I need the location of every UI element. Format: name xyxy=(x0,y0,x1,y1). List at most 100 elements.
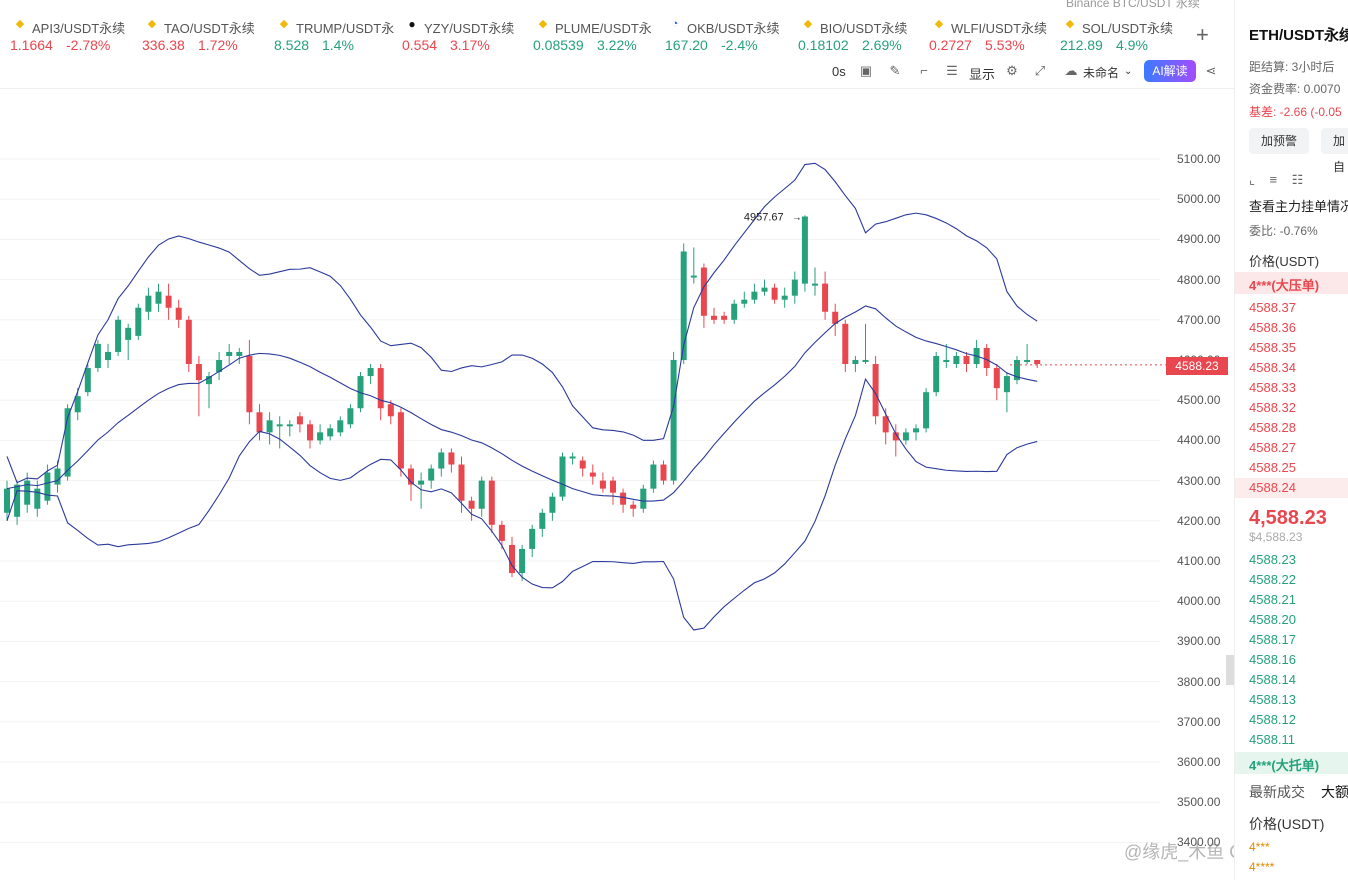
crop-icon[interactable]: ⌐ xyxy=(920,63,928,78)
candle-body[interactable] xyxy=(781,295,788,300)
candle-body[interactable] xyxy=(246,355,253,413)
pencil-icon[interactable]: ✎ xyxy=(889,63,901,78)
candle-body[interactable] xyxy=(509,544,515,574)
candle-body[interactable] xyxy=(175,307,182,320)
candle-body[interactable] xyxy=(125,327,132,340)
candle-body[interactable] xyxy=(650,464,657,489)
candle-body[interactable] xyxy=(377,368,384,409)
chevron-down-icon[interactable]: ⌄ xyxy=(1124,66,1133,77)
bid-price[interactable]: 4588.17 xyxy=(1249,632,1296,647)
candle-body[interactable] xyxy=(529,528,536,549)
candle-body[interactable] xyxy=(902,432,909,441)
candle-body[interactable] xyxy=(761,287,768,292)
candle-body[interactable] xyxy=(620,492,627,505)
candle-body[interactable] xyxy=(862,360,869,362)
candle-body[interactable] xyxy=(751,291,758,300)
candle-body[interactable] xyxy=(418,480,425,485)
candle-body[interactable] xyxy=(216,360,223,373)
ask-price[interactable]: 4588.24 xyxy=(1249,480,1296,495)
candle-body[interactable] xyxy=(236,351,243,356)
tab-latest-trades[interactable]: 最新成交 xyxy=(1249,784,1305,800)
candle-body[interactable] xyxy=(933,355,940,393)
bid-price[interactable]: 4588.11 xyxy=(1249,732,1296,747)
ticker-item[interactable]: ● YZY/USDT永续 0.554 3.17% xyxy=(402,0,530,56)
candle-body[interactable] xyxy=(771,287,778,300)
candle-body[interactable] xyxy=(953,355,960,365)
candle-body[interactable] xyxy=(266,420,273,433)
candle-body[interactable] xyxy=(105,351,111,360)
candle-body[interactable] xyxy=(74,396,81,413)
bid-price[interactable]: 4588.22 xyxy=(1249,572,1296,587)
candle-body[interactable] xyxy=(1014,360,1020,381)
big-orders-link[interactable]: 查看主力挂单情况 xyxy=(1249,199,1348,214)
price-chart[interactable]: 4957.67 → xyxy=(0,120,1234,880)
ask-price[interactable]: 4588.25 xyxy=(1249,460,1296,475)
candle-body[interactable] xyxy=(882,416,889,433)
candle-body[interactable] xyxy=(569,456,576,459)
candle-body[interactable] xyxy=(165,295,172,308)
candle-body[interactable] xyxy=(852,360,859,365)
candle-body[interactable] xyxy=(488,480,495,525)
candle-body[interactable] xyxy=(4,488,10,513)
candle-body[interactable] xyxy=(741,299,748,304)
ask-price[interactable]: 4588.33 xyxy=(1249,380,1296,395)
collapse-handle[interactable] xyxy=(1226,655,1234,685)
ticker-item[interactable]: ◆ PLUME/USDT永 0.08539 3.22% xyxy=(533,0,661,56)
candle-body[interactable] xyxy=(397,412,404,469)
tab-big-trades[interactable]: 大额 xyxy=(1321,784,1348,800)
candle-body[interactable] xyxy=(519,548,526,574)
candle-body[interactable] xyxy=(438,452,445,469)
candle-body[interactable] xyxy=(64,408,71,477)
ask-price[interactable]: 4588.34 xyxy=(1249,360,1296,375)
favorite-button[interactable]: 加自 xyxy=(1321,128,1348,174)
candle-body[interactable] xyxy=(276,424,283,427)
candle-body[interactable] xyxy=(115,319,122,352)
candle-body[interactable] xyxy=(579,460,586,469)
ask-price[interactable]: 4588.32 xyxy=(1249,400,1296,415)
candle-body[interactable] xyxy=(387,404,394,417)
add-ticker-button[interactable]: + xyxy=(1196,22,1209,47)
fullscreen-icon[interactable]: ⤢ xyxy=(1034,63,1046,78)
candle-body[interactable] xyxy=(913,428,919,433)
candle-body[interactable] xyxy=(357,376,364,409)
ai-button[interactable]: AI解读 xyxy=(1144,60,1196,82)
candle-body[interactable] xyxy=(832,311,839,324)
candle-body[interactable] xyxy=(34,488,41,509)
display-button[interactable]: 显示 xyxy=(969,67,996,82)
candle-body[interactable] xyxy=(660,464,667,481)
list-icon[interactable]: ☰ xyxy=(946,63,958,78)
candle-body[interactable] xyxy=(963,355,970,365)
candle-body[interactable] xyxy=(135,307,142,336)
candle-body[interactable] xyxy=(14,484,21,517)
candle-body[interactable] xyxy=(145,295,152,312)
candle-body[interactable] xyxy=(155,291,162,304)
candle-body[interactable] xyxy=(478,480,485,509)
alert-button[interactable]: 加预警 xyxy=(1249,128,1310,154)
bid-price[interactable]: 4588.20 xyxy=(1249,612,1296,627)
ticker-item[interactable]: ◆ TRUMP/USDT永 8.528 1.4% xyxy=(274,0,402,56)
candle-body[interactable] xyxy=(468,500,475,509)
candle-body[interactable] xyxy=(559,456,566,497)
candle-body[interactable] xyxy=(307,424,313,441)
candle-body[interactable] xyxy=(317,432,324,441)
candle-body[interactable] xyxy=(690,275,697,278)
bid-price[interactable]: 4588.13 xyxy=(1249,692,1296,707)
candle-body[interactable] xyxy=(670,360,677,481)
candle-body[interactable] xyxy=(599,480,606,489)
candle-body[interactable] xyxy=(872,364,879,417)
candle-body[interactable] xyxy=(337,420,344,433)
candle-body[interactable] xyxy=(923,392,930,429)
candle-body[interactable] xyxy=(721,315,728,320)
ticker-item[interactable]: ◆ SOL/USDT永续 212.89 4.9% xyxy=(1060,0,1188,56)
candle-body[interactable] xyxy=(822,283,829,312)
camera-icon[interactable]: ▣ xyxy=(859,63,873,78)
candle-body[interactable] xyxy=(1024,360,1031,362)
candle-body[interactable] xyxy=(680,251,687,360)
share-icon[interactable]: ⋖ xyxy=(1205,63,1217,78)
bid-price[interactable]: 4588.14 xyxy=(1249,672,1296,687)
candle-body[interactable] xyxy=(367,368,374,377)
ticker-item[interactable]: ◆ BIO/USDT永续 0.18102 2.69% xyxy=(798,0,926,56)
candle-body[interactable] xyxy=(195,364,202,381)
candle-body[interactable] xyxy=(892,432,899,441)
candle-body[interactable] xyxy=(1034,360,1041,365)
